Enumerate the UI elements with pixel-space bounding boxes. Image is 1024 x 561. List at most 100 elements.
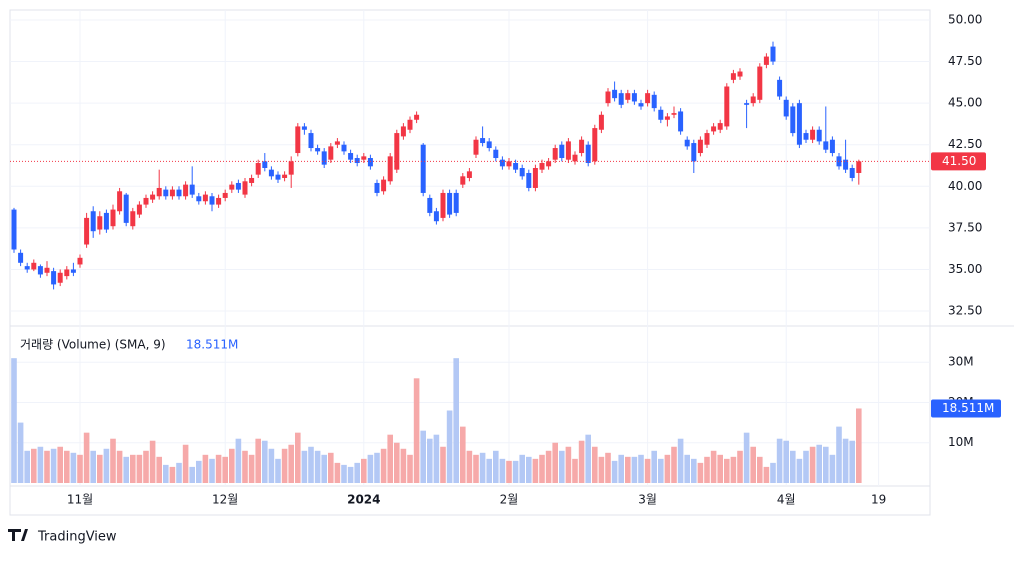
candle-body: [546, 161, 552, 167]
logo: [8, 529, 28, 541]
volume-bar: [176, 462, 182, 483]
candle-body: [341, 144, 347, 152]
candle-body: [697, 139, 703, 154]
candle-body: [744, 103, 750, 105]
candle-body: [737, 71, 743, 77]
candle-body: [565, 141, 571, 160]
volume-bar: [651, 450, 657, 483]
volume-bar: [737, 450, 743, 483]
volume-bar: [413, 378, 420, 483]
candle-body: [783, 99, 789, 117]
candle-body: [156, 187, 162, 197]
candle-body: [216, 197, 222, 205]
volume-bar: [677, 438, 684, 483]
volume-bar: [697, 462, 704, 483]
candle-body: [242, 181, 248, 195]
volume-bar: [763, 466, 770, 483]
volume-bar: [321, 454, 327, 483]
volume-bar: [209, 458, 215, 483]
candle-body: [612, 89, 618, 99]
candle-body: [301, 126, 307, 130]
volume-bar: [803, 450, 809, 483]
x-tick-label: 19: [871, 493, 886, 507]
candle-body: [658, 109, 664, 120]
volume-bar: [202, 454, 209, 483]
candle-body: [367, 158, 373, 167]
volume-bar: [625, 456, 631, 483]
volume-bar: [248, 454, 255, 483]
volume-bar: [288, 444, 294, 483]
volume-bar: [334, 462, 341, 483]
x-tick-label: 4월: [777, 493, 796, 507]
volume-bar: [453, 358, 459, 483]
volume-bar: [163, 464, 169, 483]
volume-bar: [387, 434, 393, 483]
candle-body: [262, 161, 268, 168]
volume-bar: [757, 456, 763, 483]
volume-bar: [532, 458, 539, 483]
candle-body: [295, 126, 301, 154]
candle-body: [222, 192, 228, 198]
candle-body: [664, 116, 670, 120]
volume-bar: [90, 450, 96, 483]
x-tick-label: 3월: [638, 493, 657, 507]
volume-bar: [11, 358, 17, 483]
candle-body: [130, 211, 136, 227]
candle-body: [315, 148, 321, 152]
candle-body: [678, 111, 684, 132]
candle-body: [334, 141, 340, 145]
candle-body: [757, 66, 763, 100]
candle-body: [123, 194, 129, 223]
candle-body: [44, 267, 50, 273]
volume-bar: [169, 466, 176, 483]
volume-bar: [473, 454, 479, 483]
candle-body: [407, 119, 413, 130]
volume-bar: [97, 454, 103, 483]
candle-body: [585, 144, 591, 164]
volume-bar: [783, 440, 789, 483]
volume-bar: [44, 450, 50, 483]
candle-body: [202, 194, 208, 202]
volume-bar: [618, 454, 624, 483]
candle-body: [499, 159, 505, 167]
candle-body: [90, 211, 96, 232]
candle-body: [169, 189, 175, 197]
y-tick-label: 47.50: [948, 54, 982, 68]
volume-bar: [572, 458, 578, 483]
candle-body: [394, 133, 400, 170]
candle-body: [579, 139, 585, 154]
volume-bar: [130, 454, 136, 483]
volume-bar: [849, 440, 855, 483]
volume-bar: [446, 410, 453, 483]
volume-bar: [354, 462, 360, 483]
volume-bar: [658, 458, 664, 483]
volume-bar: [103, 448, 110, 483]
candle-body: [70, 269, 76, 273]
volume-bar: [420, 430, 426, 483]
volume-bar: [136, 454, 143, 483]
volume-bar: [486, 458, 492, 483]
volume-bar: [242, 450, 248, 483]
volume-value: 18.511M: [186, 338, 238, 352]
candle-body: [849, 168, 855, 178]
volume-bar: [479, 452, 486, 483]
candle-body: [348, 153, 354, 160]
candle-body: [189, 184, 195, 195]
candle-body: [559, 144, 565, 159]
volume-bar: [638, 454, 644, 483]
volume-bar: [116, 450, 123, 483]
candle-body: [631, 93, 637, 102]
candle-body: [31, 262, 37, 270]
candle-body: [651, 94, 657, 109]
frame: [9, 9, 931, 516]
y-tick-label: 32.50: [948, 304, 982, 318]
candle-body: [18, 252, 24, 263]
volume-bar: [592, 446, 598, 483]
candle-body: [163, 189, 169, 197]
candle-body: [711, 126, 717, 132]
candle-body: [724, 86, 730, 127]
volume-bar: [717, 454, 723, 483]
volume-bar: [314, 450, 321, 483]
volume-bar: [829, 454, 836, 483]
candle-body: [777, 79, 783, 97]
